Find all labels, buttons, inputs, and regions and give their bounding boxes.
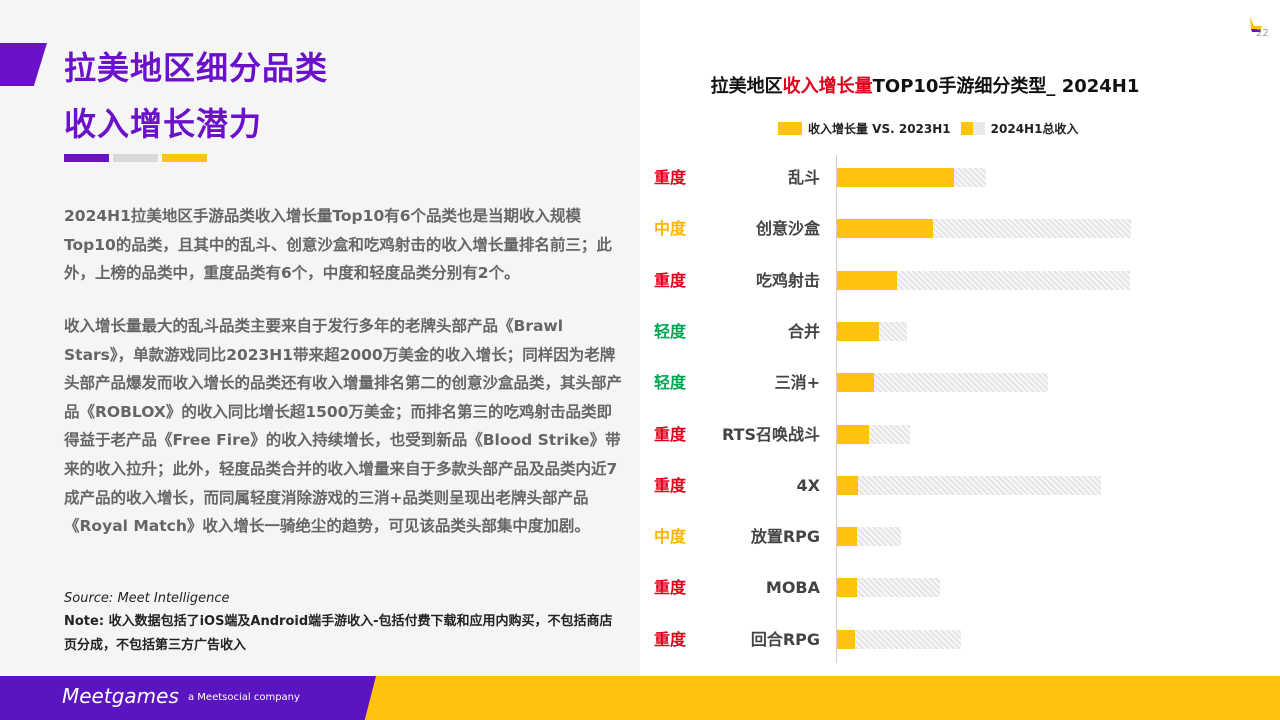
bar-revenue-growth <box>837 578 858 598</box>
chart-row: 中度 放置RPG <box>640 527 1280 547</box>
bar-total-revenue <box>837 475 1101 495</box>
chart-row: 轻度 合并 <box>640 321 1280 342</box>
chart-row: 重度 MOBA <box>640 578 1280 598</box>
data-note: Note: 收入数据包括了iOS端及Android端手游收入-包括付费下载和应用… <box>64 614 613 653</box>
chart-row: 重度 RTS召唤战斗 <box>640 424 1280 445</box>
chart-row: 重度 回合RPG <box>640 629 1280 650</box>
level-label: 重度 <box>654 475 687 495</box>
legend-item-growth: 收入增长量 VS. 2023H1 <box>778 120 951 137</box>
page-title-line-1: 拉美地区细分品类 <box>64 49 329 87</box>
bar-total-revenue <box>837 270 1131 290</box>
chart-title-suffix: TOP10手游细分类型_ 2024H1 <box>872 76 1140 97</box>
title-bar-gray <box>113 154 158 162</box>
category-label: 乱斗 <box>787 168 820 187</box>
chart-title-prefix: 拉美地区 <box>710 76 783 97</box>
level-label: 中度 <box>654 527 687 547</box>
legend-label-total: 2024H1总收入 <box>990 122 1079 136</box>
level-label: 重度 <box>654 578 687 598</box>
bar-revenue-growth <box>837 475 859 495</box>
chart-axis-line <box>836 155 837 663</box>
legend-item-total: 2024H1总收入 <box>960 120 1079 137</box>
bar-revenue-growth <box>837 321 879 341</box>
title-color-bars <box>64 154 207 162</box>
bar-revenue-growth <box>837 373 875 393</box>
legend-label-growth: 收入增长量 VS. 2023H1 <box>808 122 951 136</box>
legend-swatch-growth <box>778 122 802 135</box>
bar-total-revenue <box>837 373 1049 393</box>
paragraph-summary: 2024H1拉美地区手游品类收入增长量Top10有6个品类也是当期收入规模Top… <box>64 207 612 283</box>
brand-tagline: a Meetsocial company <box>188 692 300 703</box>
page-title-line-2: 收入增长潜力 <box>64 105 263 143</box>
title-bar-yellow <box>162 154 207 162</box>
category-label: 三消+ <box>774 373 820 393</box>
chart-row: 重度 吃鸡射击 <box>640 270 1280 291</box>
left-panel <box>0 0 640 676</box>
footer-brand-block: Meetgames a Meetsocial company <box>0 676 376 720</box>
bar-total-revenue <box>837 629 961 649</box>
title-bar-purple <box>64 154 109 162</box>
footer-bar: Meetgames a Meetsocial company <box>0 676 1280 720</box>
category-label: 回合RPG <box>750 629 820 649</box>
chart-row: 中度 创意沙盒 <box>640 219 1280 239</box>
page-title: 拉美地区细分品类 收入增长潜力 <box>64 40 328 152</box>
bar-revenue-growth <box>837 424 870 444</box>
category-label: 创意沙盒 <box>755 219 820 239</box>
category-label: 吃鸡射击 <box>755 270 820 290</box>
bar-revenue-growth <box>837 270 898 290</box>
page-number: 22 <box>1256 28 1269 39</box>
level-label: 重度 <box>654 629 687 649</box>
category-label: MOBA <box>765 578 820 598</box>
category-label: 合并 <box>787 321 820 341</box>
chart-row: 重度 乱斗 <box>640 168 1280 188</box>
category-label: 放置RPG <box>750 527 820 547</box>
category-label: RTS召唤战斗 <box>721 424 820 444</box>
level-label: 轻度 <box>654 321 687 341</box>
chart-row: 重度 4X <box>640 475 1280 496</box>
bar-total-revenue <box>837 578 941 598</box>
bar-revenue-growth <box>837 168 954 187</box>
level-label: 重度 <box>654 424 687 444</box>
paragraph-detail: 收入增长量最大的乱斗品类主要来自于发行多年的老牌头部产品《Brawl Stars… <box>64 317 623 536</box>
chart-title: 拉美地区收入增长量TOP10手游细分类型_ 2024H1 <box>640 72 1210 98</box>
logo-mark-icon <box>1250 17 1262 32</box>
chart-legend: 收入增长量 VS. 2023H1 2024H1总收入 <box>778 120 1088 137</box>
bar-revenue-growth <box>837 219 934 239</box>
chart-title-highlight: 收入增长量 <box>782 76 873 97</box>
level-label: 中度 <box>654 219 687 239</box>
bar-revenue-growth <box>837 527 858 547</box>
level-label: 轻度 <box>654 373 687 393</box>
legend-swatch-total <box>960 122 985 135</box>
source-note: Source: Meet Intelligence <box>64 591 230 606</box>
bar-revenue-growth <box>837 629 855 649</box>
chart-row: 轻度 三消+ <box>640 373 1280 393</box>
brand-logo: Meetgames <box>62 684 179 708</box>
level-label: 重度 <box>654 270 687 290</box>
level-label: 重度 <box>654 168 687 187</box>
category-label: 4X <box>796 475 820 495</box>
